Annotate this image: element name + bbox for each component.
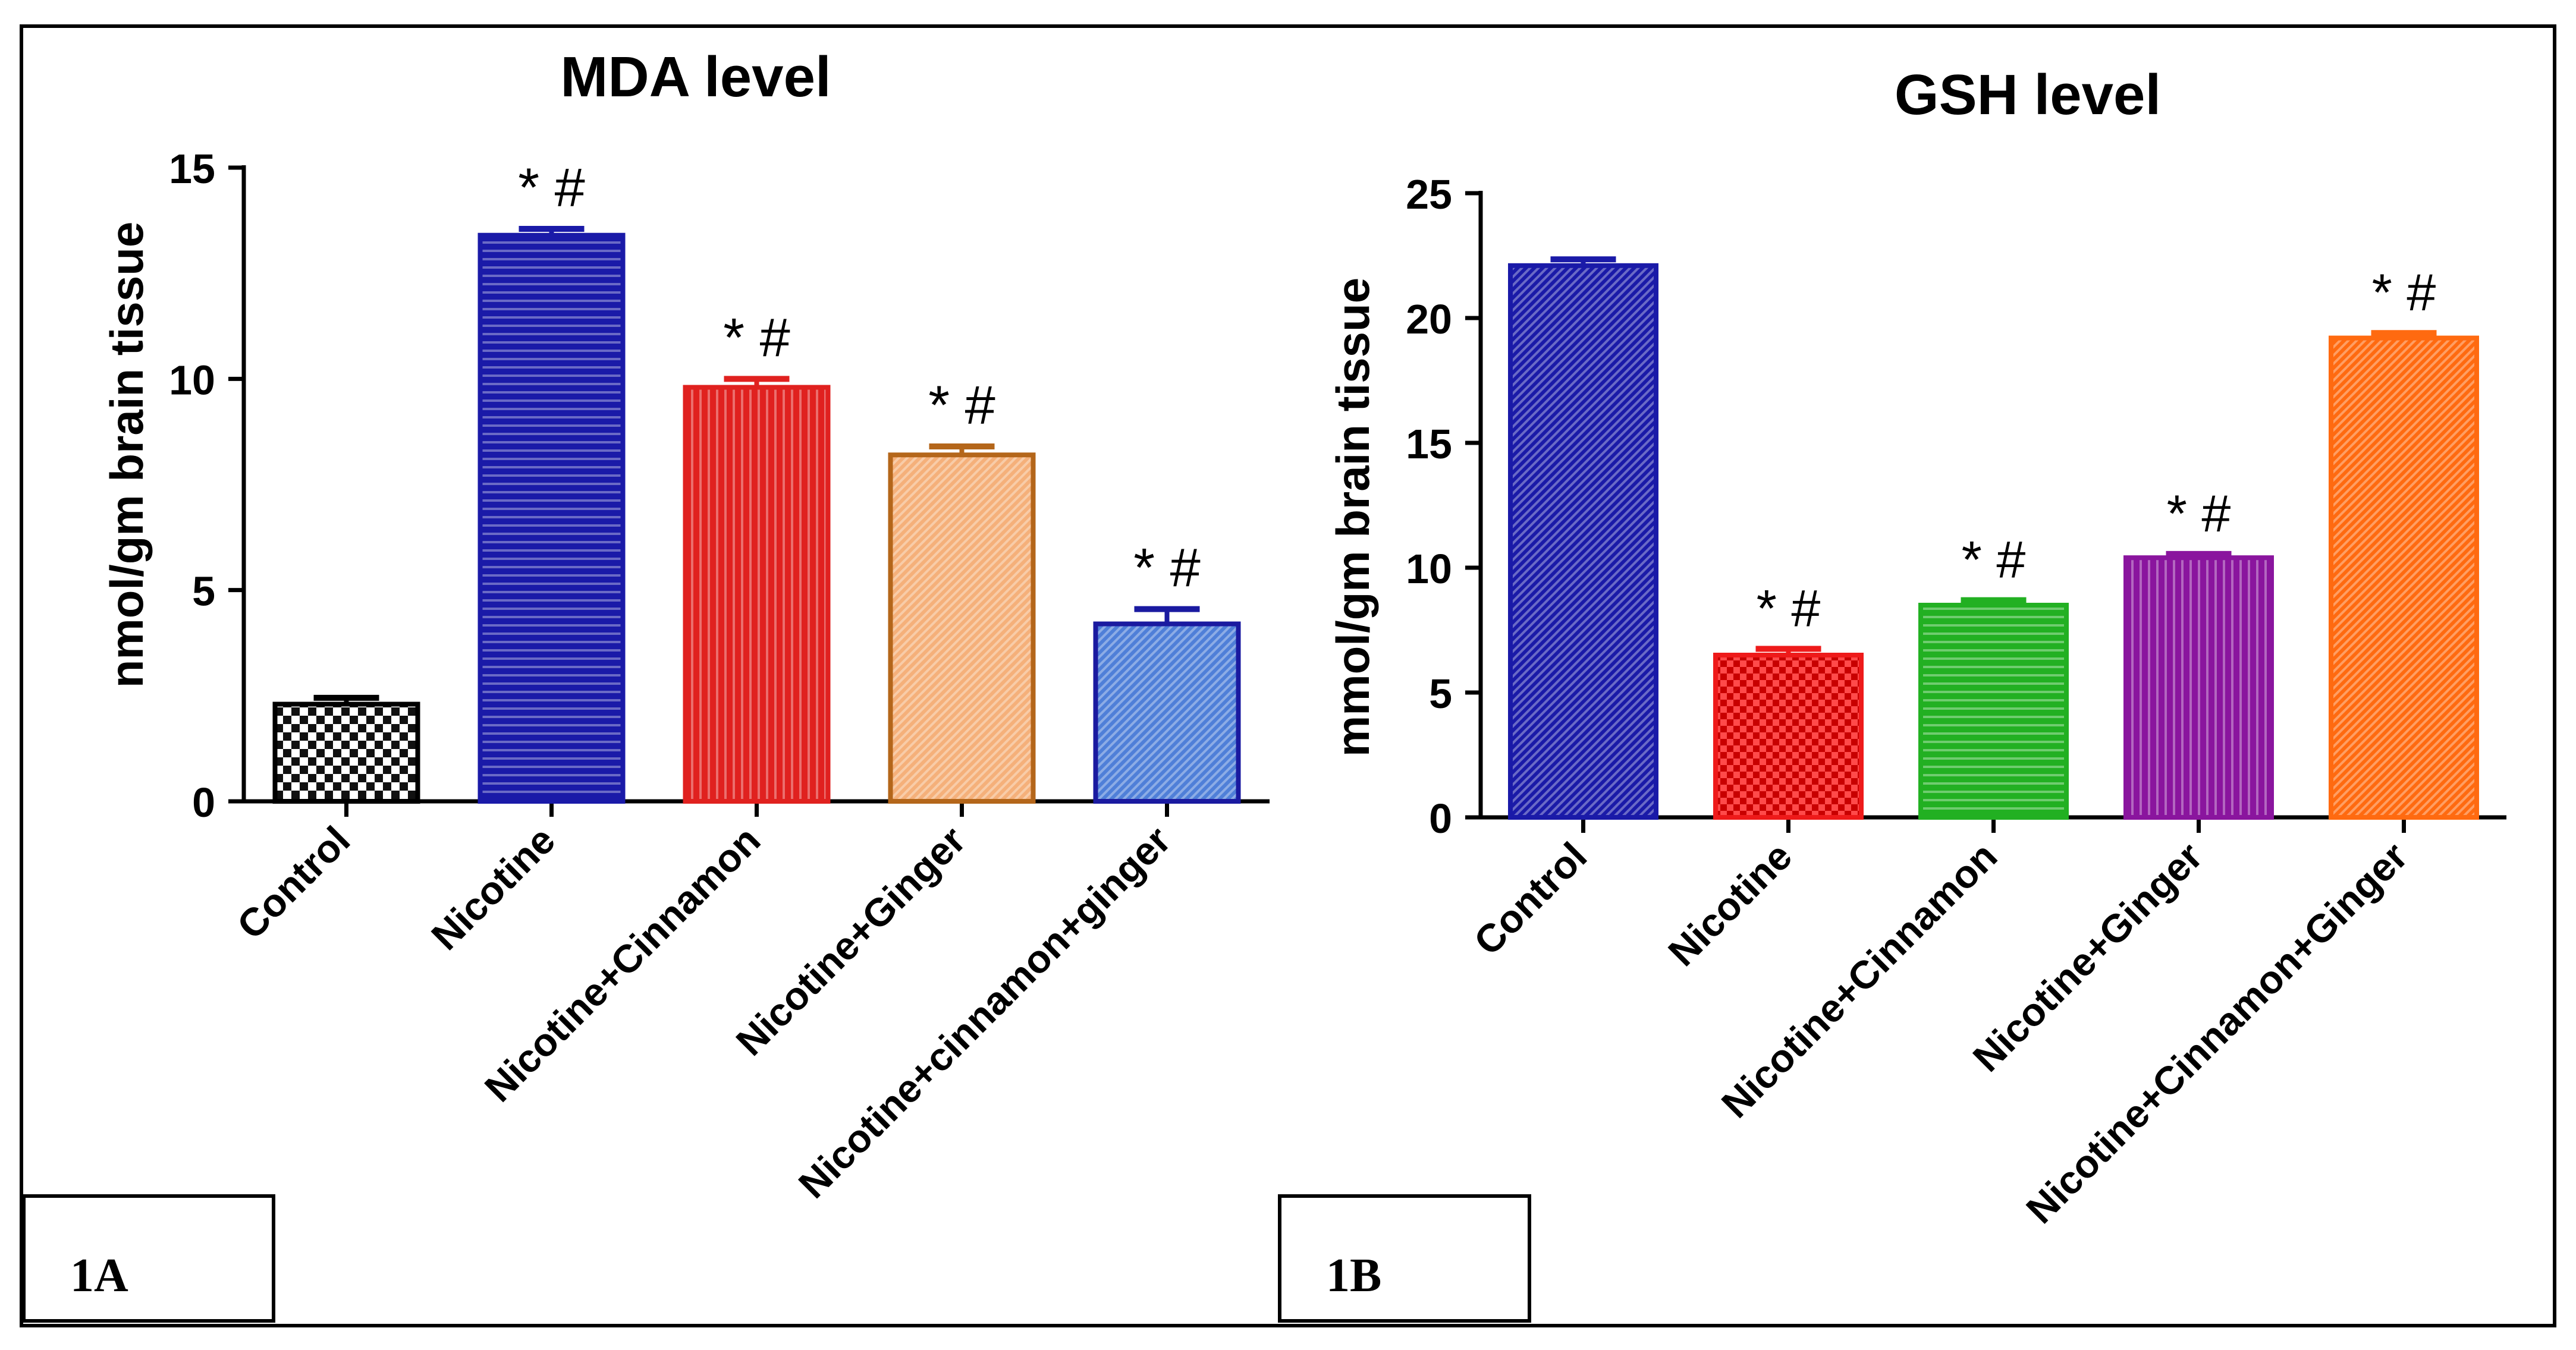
category-label: Nicotine+cinnamon+ginger: [790, 818, 1179, 1207]
y-tick-label: 10: [169, 357, 215, 403]
category-label: Control: [228, 818, 358, 948]
y-tick-label: 5: [192, 568, 215, 615]
bar: [2123, 555, 2274, 820]
panel-label-text: 1B: [1326, 1250, 1381, 1302]
y-tick-label: 20: [1406, 296, 1452, 342]
bar: [1093, 621, 1241, 804]
bar: [683, 385, 831, 804]
significance-label: * #: [723, 307, 790, 368]
category-label: Nicotine: [423, 818, 563, 958]
y-tick-label: 0: [192, 779, 215, 826]
chart-title: GSH level: [1895, 63, 2161, 127]
y-tick-label: 10: [1406, 546, 1452, 592]
bar: [1508, 263, 1658, 820]
significance-label: * #: [1757, 579, 1821, 638]
y-tick-label: 25: [1406, 171, 1452, 218]
significance-label: * #: [1133, 538, 1201, 599]
bar: [1918, 603, 2069, 820]
figure-frame: [20, 24, 2556, 1327]
category-label: Nicotine: [1660, 834, 1800, 974]
panel-label-box: [22, 1194, 275, 1323]
category-label: Nicotine+Cinnamon+Ginger: [2018, 834, 2415, 1232]
y-tick-label: 5: [1429, 671, 1452, 717]
chart-title: MDA level: [560, 45, 831, 109]
y-tick-label: 0: [1429, 795, 1452, 842]
category-label: Nicotine+Ginger: [727, 818, 973, 1064]
panel-label-1a: 1A: [22, 1194, 275, 1323]
panel-label-text: 1A: [70, 1250, 128, 1302]
y-tick-label: 15: [169, 146, 215, 192]
chart-gsh-level: GSH level mmol/gm brain tissue 0 5 10 15 20 2…: [1327, 63, 2506, 1232]
category-label: Nicotine+Ginger: [1964, 834, 2210, 1080]
bar: [272, 701, 420, 804]
significance-label: * #: [2372, 263, 2436, 322]
y-axis-label: mmol/gm brain tissue: [1327, 278, 1379, 757]
chart-mda-level: MDA level nmol/gm brain tissue 0 5 10 15 Con…: [100, 45, 1270, 1207]
bar: [1713, 653, 1864, 820]
significance-label: * #: [518, 158, 585, 218]
bar: [477, 232, 626, 804]
panel-label-1b: 1B: [1278, 1194, 1531, 1323]
category-label: Control: [1465, 834, 1595, 964]
significance-label: * #: [1962, 530, 2026, 589]
panel-label-box: [1278, 1194, 1531, 1323]
significance-label: * #: [928, 375, 995, 436]
y-axis-label: nmol/gm brain tissue: [100, 222, 153, 688]
bar: [888, 452, 1036, 804]
significance-label: * #: [2167, 484, 2231, 543]
bar: [2329, 335, 2479, 820]
y-tick-label: 15: [1406, 421, 1452, 467]
